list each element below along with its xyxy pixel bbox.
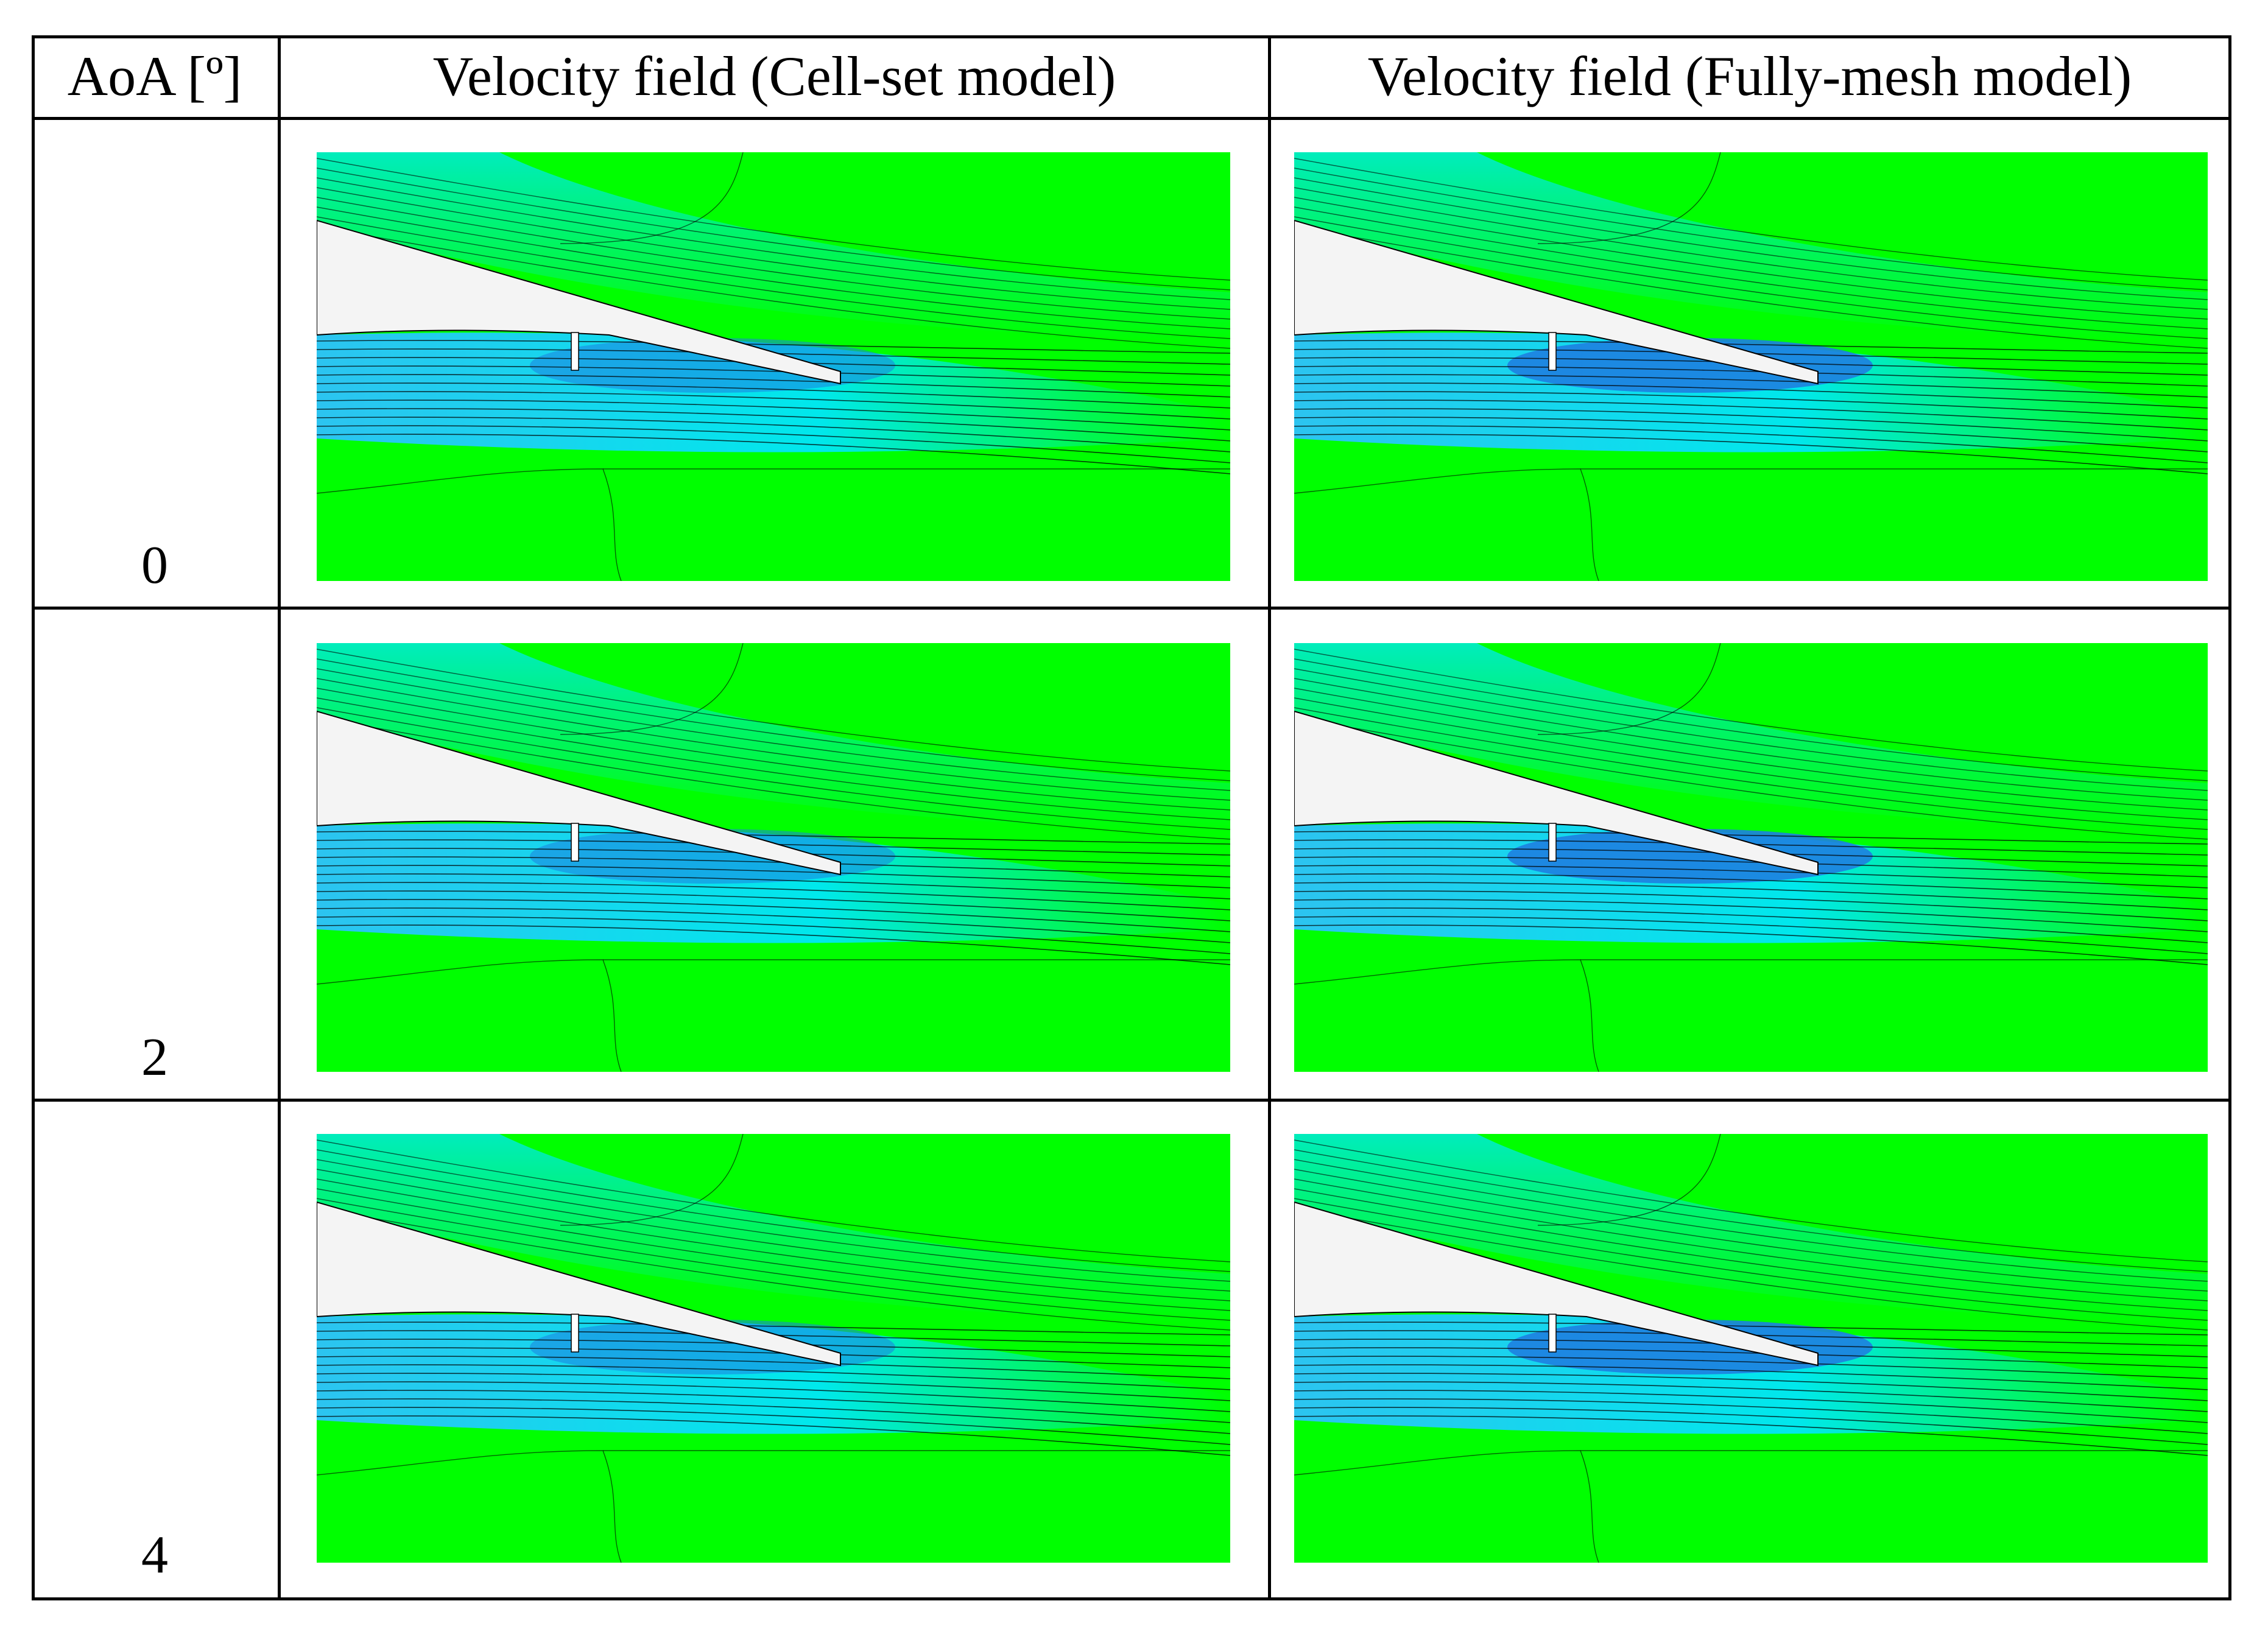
table-border-left [32, 35, 35, 1600]
row-divider-1 [32, 607, 2231, 610]
velocity-contour-fullymesh-aoa4 [1294, 1134, 2208, 1563]
row-divider-2 [32, 1099, 2231, 1102]
velocity-contour-cellset-aoa2 [317, 643, 1230, 1072]
velocity-contour-fullymesh-aoa0 [1294, 152, 2208, 581]
table-border-top [32, 35, 2231, 38]
aoa-label-4: 4 [141, 1526, 168, 1585]
velocity-contour-fullymesh-aoa2 [1294, 643, 2208, 1072]
aoa-label-0: 0 [141, 536, 168, 595]
velocity-contour-cellset-aoa0 [317, 152, 1230, 581]
column-divider-2 [1268, 35, 1271, 1600]
header-fully-mesh: Velocity field (Fully-mesh model) [1367, 45, 2132, 107]
header-cell-set: Velocity field (Cell-set model) [432, 45, 1116, 107]
table-border-bottom [32, 1597, 2231, 1600]
figure-table: AoA [º] Velocity field (Cell-set model) … [32, 35, 2231, 1600]
header-aoa: AoA [º] [67, 45, 242, 107]
aoa-label-2: 2 [141, 1028, 168, 1087]
column-divider-1 [278, 35, 281, 1600]
table-border-right [2228, 35, 2231, 1600]
velocity-contour-cellset-aoa4 [317, 1134, 1230, 1563]
header-divider [32, 117, 2231, 120]
